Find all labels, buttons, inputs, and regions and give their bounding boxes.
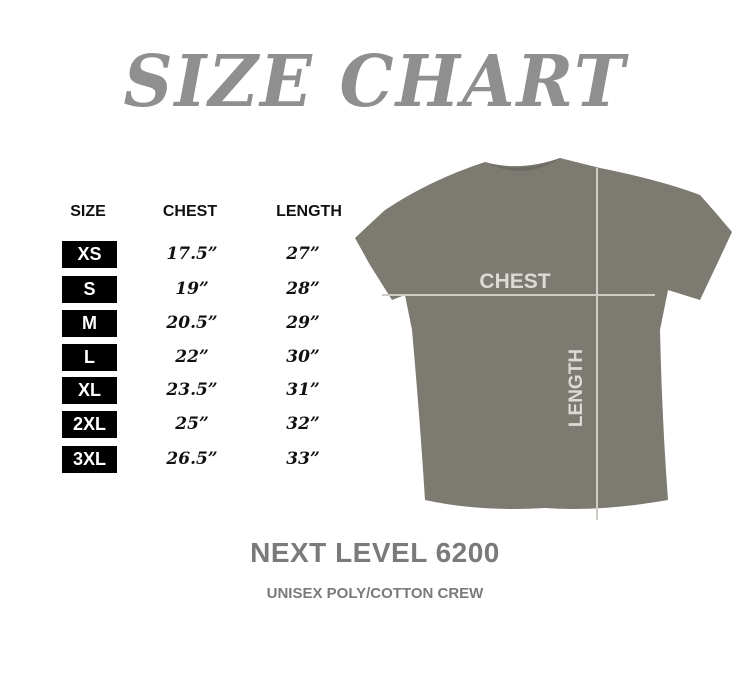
chest-value: 20.5” (166, 313, 218, 333)
page-title: SIZE CHART (123, 40, 627, 124)
size-label: L (62, 344, 117, 371)
header-length: LENGTH (276, 203, 342, 220)
size-label: 3XL (62, 446, 117, 473)
length-value: 30” (286, 347, 320, 367)
header-size: SIZE (70, 203, 106, 220)
chest-label: CHEST (479, 270, 551, 293)
size-label: S (62, 276, 117, 303)
chest-value: 23.5” (166, 380, 218, 400)
length-value: 31” (286, 380, 320, 400)
length-value: 33” (286, 449, 320, 469)
tshirt-image (355, 158, 732, 509)
chest-value: 22” (175, 347, 209, 367)
length-value: 27” (286, 244, 320, 264)
length-label: LENGTH (566, 348, 587, 428)
header-chest: CHEST (162, 203, 218, 220)
chest-value: 25” (175, 414, 209, 434)
brand-title: NEXT LEVEL 6200 (250, 537, 500, 568)
chest-value: 17.5” (166, 244, 218, 264)
product-subtitle: UNISEX POLY/COTTON CREW (266, 585, 484, 602)
size-label: XL (62, 377, 117, 404)
length-value: 32” (286, 414, 320, 434)
chest-value: 26.5” (166, 449, 218, 469)
chest-value: 19” (175, 279, 209, 299)
length-value: 29” (286, 313, 320, 333)
size-label: XS (62, 241, 117, 268)
size-label: M (62, 310, 117, 337)
size-label: 2XL (62, 411, 117, 438)
length-value: 28” (286, 279, 320, 299)
